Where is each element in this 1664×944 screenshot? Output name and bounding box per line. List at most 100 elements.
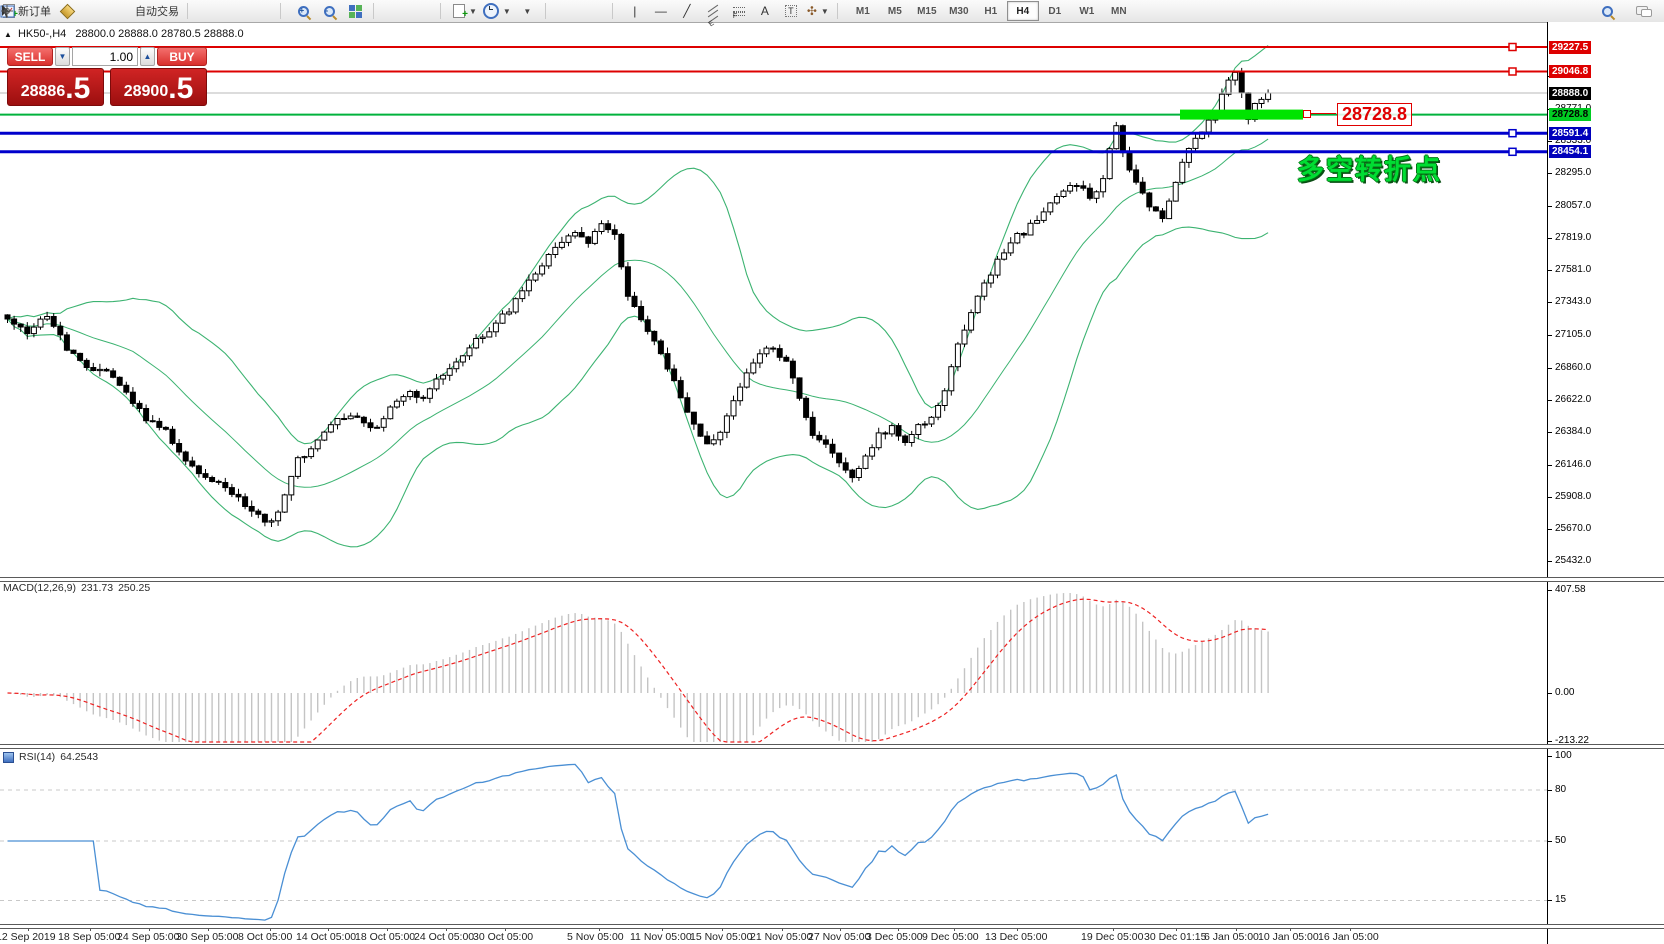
time-axis-label: 27 Nov 05:00 <box>808 931 871 943</box>
time-tick-mark <box>1236 927 1237 931</box>
time-axis[interactable]: 12 Sep 2019 18 Sep 05:00 24 Sep 05:00 30 Se… <box>0 927 1547 944</box>
time-tick-mark <box>1113 927 1114 931</box>
time-tick-mark <box>1017 927 1018 931</box>
triangle-icon: ▲ <box>4 30 12 39</box>
zoom-out-icon: - <box>323 5 336 18</box>
price-axis-label: 25908.0 <box>1555 490 1592 502</box>
price-axis-label: 26384.0 <box>1555 426 1592 438</box>
price-axis-label: 28533.0 <box>1555 135 1592 147</box>
panel-divider[interactable] <box>0 577 1664 582</box>
timeframe-w1[interactable]: W1 <box>1079 5 1095 17</box>
tile-windows-icon <box>348 4 362 18</box>
text-button[interactable]: A <box>752 1 778 21</box>
price-axis-label: 26146.0 <box>1555 458 1592 470</box>
dropdown-caret-icon: ▼ <box>820 6 829 16</box>
time-tick-mark <box>599 927 600 931</box>
rsi-indicator-chart[interactable] <box>0 747 1547 925</box>
chart-note-text[interactable]: 多空转折点 <box>1297 155 1442 185</box>
toolbar-separator <box>611 3 620 19</box>
timeframe-mn[interactable]: MN <box>1111 5 1127 17</box>
chat-button[interactable] <box>1630 1 1656 21</box>
main-toolbar: + 新订单 自动交易 <box>0 0 1664 28</box>
buy-price-frac: .5 <box>168 72 194 105</box>
timeframe-m15[interactable]: M15 <box>917 5 937 17</box>
toolbar-separator <box>373 3 381 19</box>
time-tick-mark <box>28 927 29 931</box>
periods-button[interactable]: ▼ <box>480 1 514 21</box>
price-axis[interactable]: 29016.028771.028533.028295.028057.027819… <box>1547 22 1664 944</box>
macd-label: MACD(12,26,9) 231.73 250.25 <box>3 582 151 594</box>
symbol-period-label: HK50-,H4 <box>17 28 67 40</box>
price-axis-label: 25432.0 <box>1555 555 1592 567</box>
toolbar-separator <box>440 3 448 19</box>
sell-price-main: 28886 <box>20 83 66 100</box>
sell-price-box[interactable]: 28886 .5 <box>7 68 104 106</box>
sell-button[interactable]: SELL <box>7 47 53 66</box>
timeframe-h4[interactable]: H4 <box>1006 1 1039 21</box>
rsi-indicator-icon <box>3 751 14 763</box>
arrows-button[interactable]: ✣ ▼ <box>804 1 832 21</box>
horizontal-line-button[interactable]: — <box>648 1 674 21</box>
time-axis-label: 21 Nov 05:00 <box>750 931 813 943</box>
indicators-button[interactable]: + ▼ <box>450 1 480 21</box>
macd-axis-label: -213.22 <box>1555 735 1589 746</box>
time-tick-mark <box>954 927 955 931</box>
search-button[interactable] <box>1594 1 1620 21</box>
level-price-label: 28591.4 <box>1549 126 1592 140</box>
axis-tick-mark <box>1548 693 1552 694</box>
macd-signal-value: 250.25 <box>118 582 151 594</box>
rsi-axis-label: 15 <box>1555 894 1567 905</box>
axis-tick-mark <box>1548 237 1552 239</box>
macd-main-value: 231.73 <box>80 582 114 594</box>
time-axis-label: 14 Oct 05:00 <box>296 931 357 943</box>
volume-decrease-button[interactable]: ▼ <box>55 47 70 66</box>
vertical-line-button[interactable]: | <box>622 1 648 21</box>
crosshair-button[interactable] <box>1 1 607 21</box>
buy-price-box[interactable]: 28900 .5 <box>110 68 207 106</box>
timeframe-m5[interactable]: M5 <box>887 5 902 17</box>
buy-button[interactable]: BUY <box>157 47 207 66</box>
timeframe-h1[interactable]: H1 <box>984 5 998 17</box>
axis-tick-mark <box>1548 741 1552 742</box>
ohlc-values: 28800.0 28888.0 28780.5 28888.0 <box>75 28 244 40</box>
axis-tick-mark <box>1548 141 1552 143</box>
time-tick-mark <box>1176 927 1177 931</box>
axis-tick-mark <box>1548 400 1552 402</box>
macd-indicator-chart[interactable] <box>0 580 1547 747</box>
text-label-button[interactable]: T <box>778 1 804 21</box>
clock-icon <box>482 3 499 19</box>
zoom-out-button[interactable]: - <box>316 1 342 21</box>
trendline-button[interactable]: ╱ <box>674 1 700 21</box>
rsi-axis-label: 50 <box>1555 835 1567 846</box>
time-tick-mark <box>840 927 841 931</box>
panel-divider[interactable] <box>0 744 1664 749</box>
volume-increase-button[interactable]: ▲ <box>140 47 155 66</box>
time-axis-label: 9 Dec 05:00 <box>922 931 979 943</box>
panel-divider[interactable] <box>0 924 1664 929</box>
timeframe-m30[interactable]: M30 <box>949 5 969 17</box>
time-tick-mark <box>208 927 209 931</box>
volume-input[interactable] <box>72 47 138 66</box>
zoom-in-button[interactable]: + <box>290 1 316 21</box>
fibonacci-button[interactable]: F <box>726 1 752 21</box>
toolbar-separator <box>836 3 845 19</box>
time-axis-label: 30 Sep 05:00 <box>176 931 239 943</box>
time-tick-mark <box>270 927 271 931</box>
time-axis-label: 18 Sep 05:00 <box>58 931 121 943</box>
timeframe-m1[interactable]: M1 <box>855 5 870 17</box>
axis-tick-mark <box>1548 270 1552 272</box>
price-callout-label[interactable]: 28728.8 <box>1337 103 1413 126</box>
time-axis-label: 12 Sep 2019 <box>0 931 56 943</box>
price-axis-label: 25670.0 <box>1555 523 1592 535</box>
search-icon <box>1601 5 1614 18</box>
main-price-chart[interactable] <box>0 22 1547 578</box>
axis-tick-mark <box>1548 561 1552 563</box>
time-tick-mark <box>505 927 506 931</box>
axis-tick-mark <box>1548 334 1552 336</box>
axis-tick-mark <box>1548 205 1552 207</box>
timeframe-d1[interactable]: D1 <box>1048 5 1062 17</box>
level-price-label: 29227.5 <box>1549 40 1592 54</box>
tile-windows-button[interactable] <box>342 1 368 21</box>
time-tick-mark <box>387 927 388 931</box>
